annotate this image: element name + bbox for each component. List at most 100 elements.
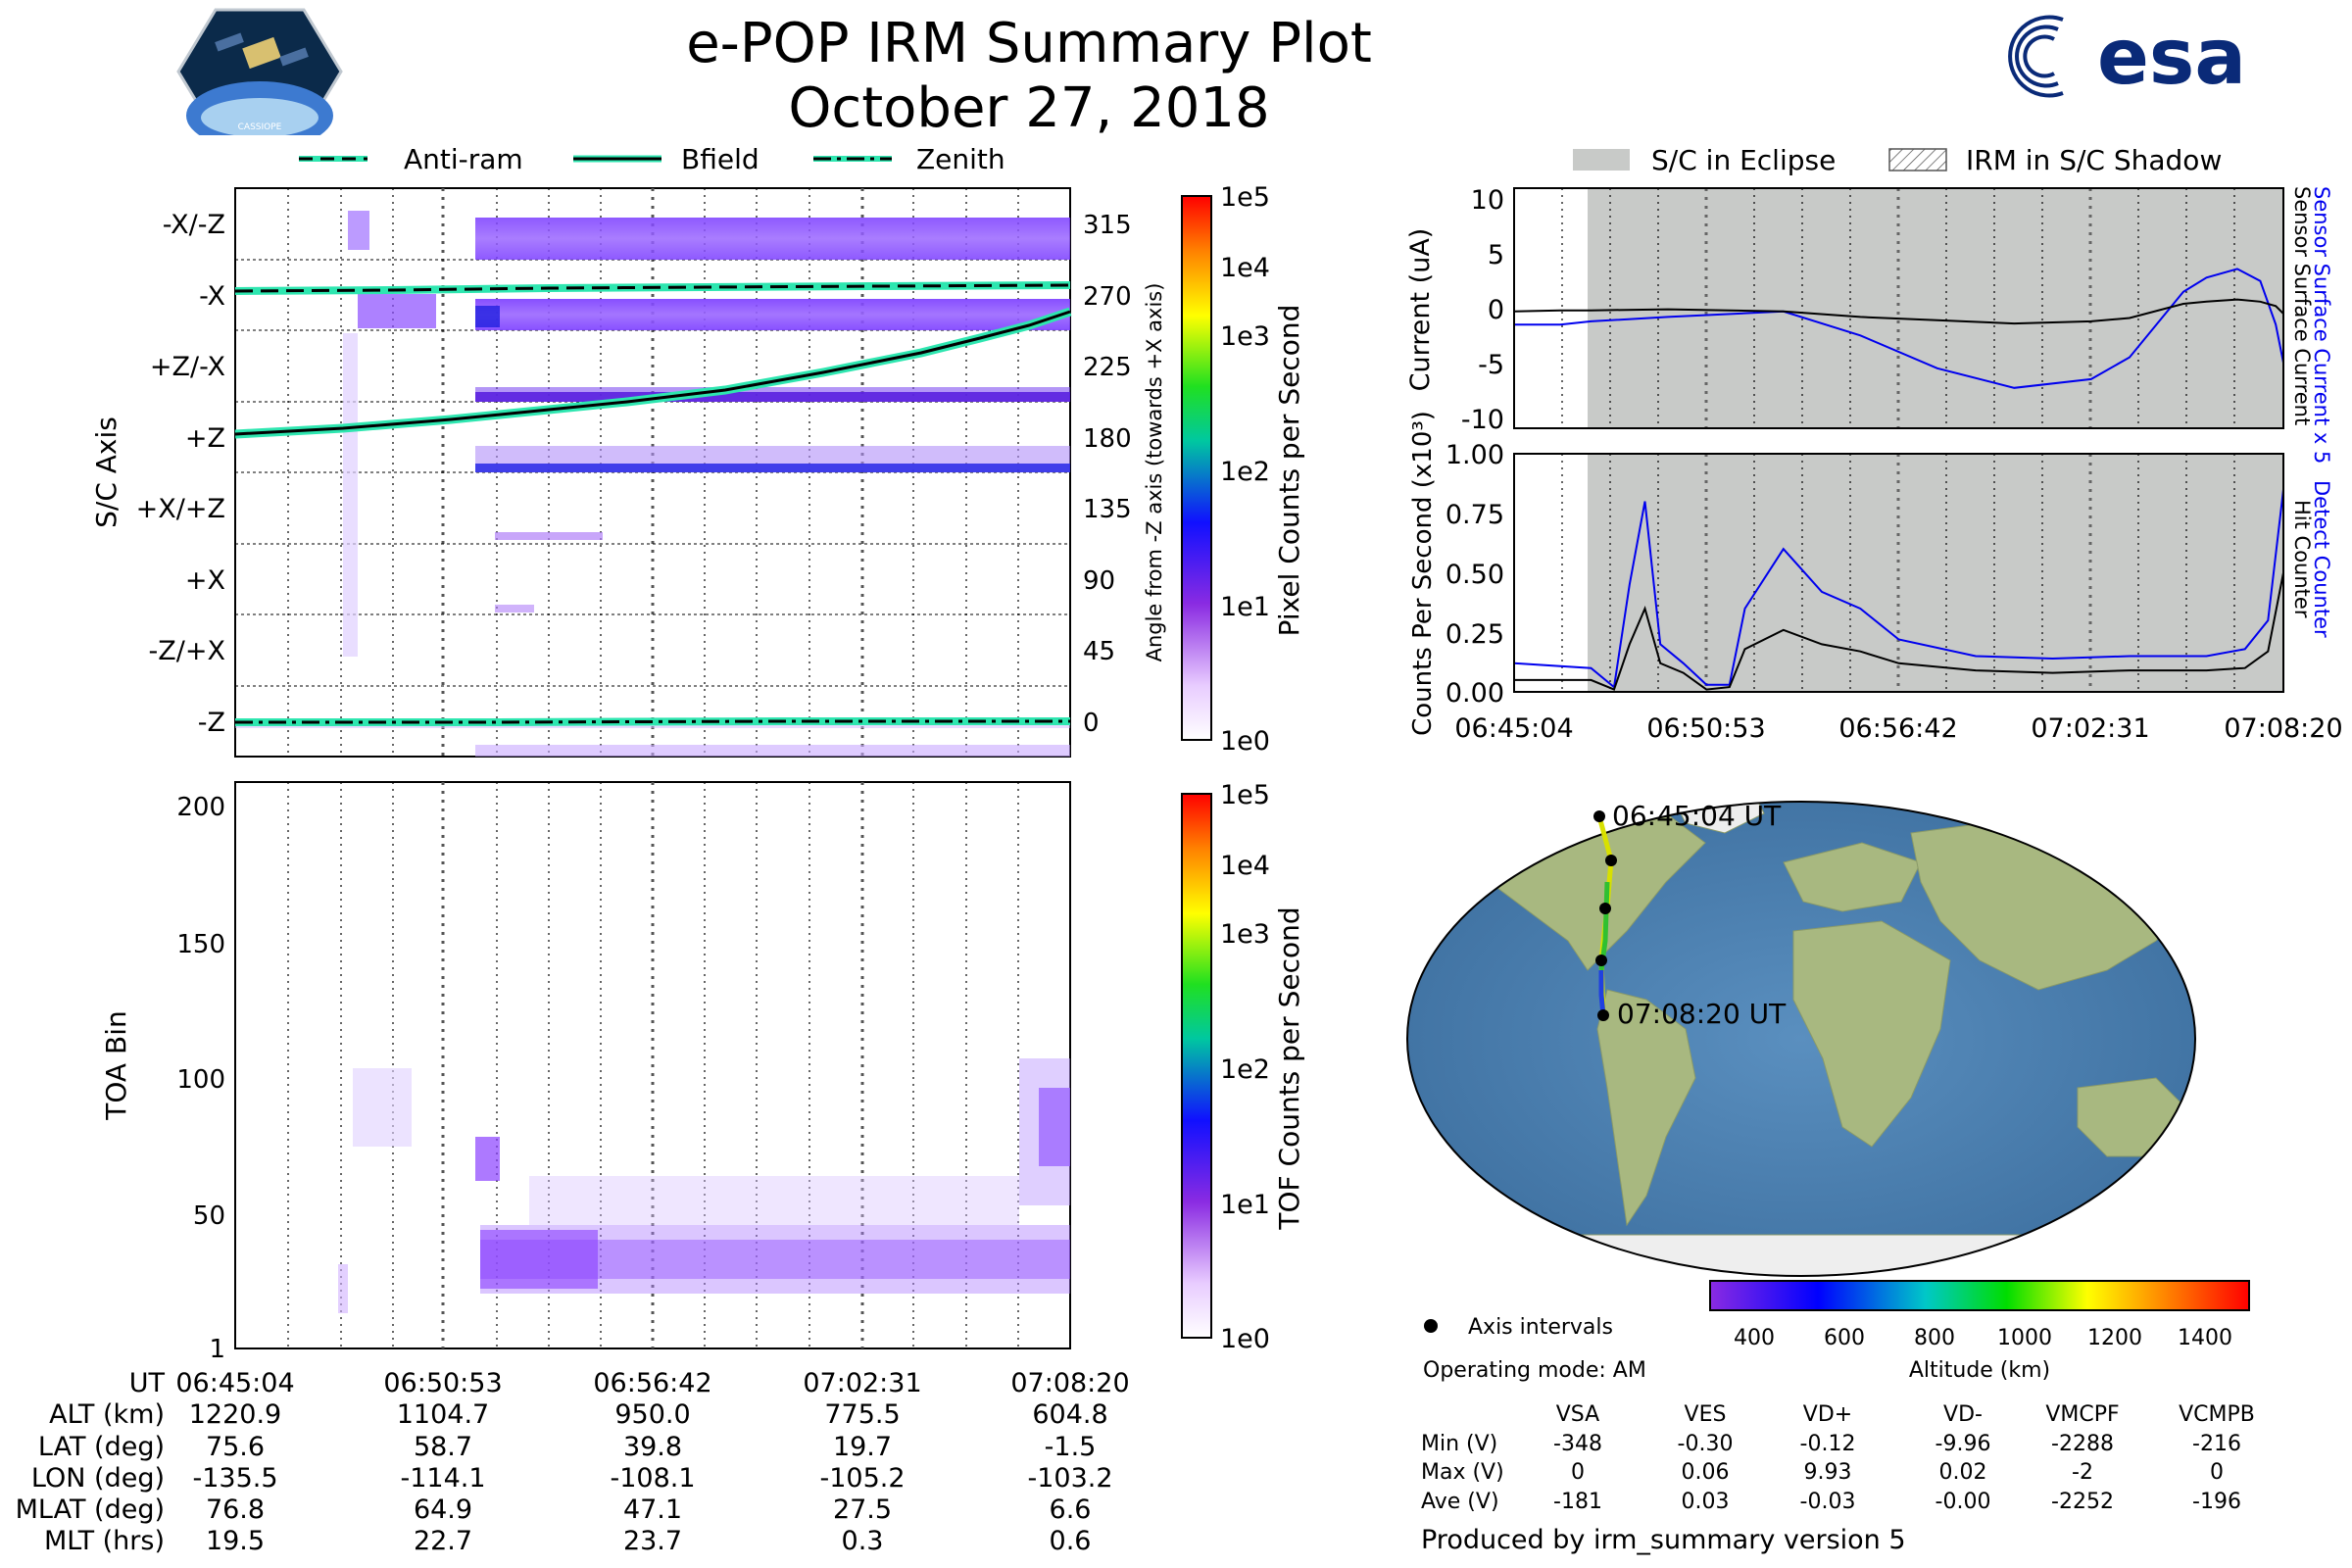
counts-y2label-black: Hit Counter <box>2290 500 2314 618</box>
stats-col: VCMPB <box>2179 1402 2255 1427</box>
toa-ytick: 200 <box>176 793 225 822</box>
row-label: -Z/+X <box>149 636 225 666</box>
altitude-label: Altitude (km) <box>1909 1358 2050 1383</box>
ephem-label: MLT (hrs) <box>44 1526 165 1556</box>
stats-value: -348 <box>1553 1432 1602 1456</box>
series-line-1 <box>1513 298 2284 325</box>
toa-ytick: 100 <box>176 1065 225 1095</box>
cbar-tick: 1e2 <box>1220 457 1270 487</box>
cbar-tick: 1e3 <box>1220 919 1270 950</box>
cassiope-logo: CASSIOPE <box>176 8 343 135</box>
axis-interval-dot <box>1595 955 1607 966</box>
alt-tick: 600 <box>1824 1326 1865 1350</box>
ephem-value: 1104.7 <box>397 1399 489 1430</box>
esa-logo: esa <box>2008 14 2246 102</box>
map-start-label: 06:45:04 UT <box>1612 800 1782 832</box>
series-line-1 <box>1514 572 2284 691</box>
toa-ytick: 150 <box>176 930 225 959</box>
ephem-value: 0.3 <box>842 1526 884 1556</box>
counts-ytick: 0.25 <box>1446 619 1504 650</box>
angle-tick: 90 <box>1083 566 1115 596</box>
plot-title: e-POP IRM Summary Plot <box>686 12 1372 75</box>
cbar-tick: 1e4 <box>1220 851 1270 881</box>
legend-eclipse: S/C in Eclipse <box>1651 144 1836 176</box>
angle-tick: 315 <box>1083 211 1132 240</box>
toa-data <box>338 1058 1070 1313</box>
stats-value: -0.00 <box>1936 1490 1991 1514</box>
counts-xtick: 07:08:20 <box>2224 713 2342 744</box>
stats-value: -2288 <box>2051 1432 2114 1456</box>
stats-value: 9.93 <box>1804 1460 1852 1485</box>
row-label: +Z/-X <box>150 352 225 382</box>
ephem-label: LAT (deg) <box>38 1432 165 1462</box>
row-label: -X <box>199 281 225 312</box>
stats-value: -216 <box>2192 1432 2241 1456</box>
bfield-line <box>234 310 1071 436</box>
stats-value: -196 <box>2192 1490 2241 1514</box>
legend-anti-ram: Anti-ram <box>404 143 523 175</box>
current-ytick: 0 <box>1488 295 1504 325</box>
ephem-value: -103.2 <box>1027 1463 1112 1494</box>
stats-value: 0.06 <box>1682 1460 1730 1485</box>
ephem-value: 22.7 <box>414 1526 472 1556</box>
stats-col: VD+ <box>1803 1402 1852 1427</box>
ephem-label: UT <box>129 1368 166 1398</box>
ephem-value: 19.7 <box>833 1432 892 1462</box>
stats-col: VMCPF <box>2045 1402 2119 1427</box>
current-ytick: -5 <box>1478 350 1504 380</box>
current-ylabel: Current (uA) <box>1405 228 1436 392</box>
cbar-tick: 1e0 <box>1220 1324 1270 1354</box>
cbar-tick: 1e1 <box>1220 592 1270 622</box>
ut-tick: 07:02:31 <box>803 1368 921 1398</box>
legend-shadow: IRM in S/C Shadow <box>1966 144 2222 176</box>
current-y2label-blue: Sensor Surface Current x 5 <box>2310 186 2333 464</box>
ephem-value: -105.2 <box>819 1463 905 1494</box>
cbar-tick: 1e4 <box>1220 253 1270 283</box>
counts-ytick: 0.50 <box>1446 560 1504 590</box>
series-line-0 <box>1513 489 2284 689</box>
axis-interval-dot <box>1597 1009 1609 1021</box>
ut-tick: 06:45:04 <box>175 1368 294 1398</box>
stats-col: VSA <box>1556 1402 1599 1427</box>
counts-ylabel: Counts Per Second (x10³) <box>1408 411 1438 736</box>
south-america <box>1596 989 1696 1227</box>
anti-ram-line <box>234 283 1071 293</box>
ephemeris-table: UT ALT (km) LAT (deg) LON (deg) MLAT (de… <box>16 1368 1130 1556</box>
ephem-value: 6.6 <box>1050 1494 1092 1525</box>
counts-xtick: 06:56:42 <box>1838 713 1957 744</box>
ut-tick: 07:08:20 <box>1010 1368 1129 1398</box>
toa-panel: 200 150 100 50 1 TOA Bin <box>100 781 1071 1364</box>
alt-tick: 800 <box>1914 1326 1955 1350</box>
alt-tick: 1000 <box>1997 1326 2052 1350</box>
cbar-tick: 1e5 <box>1220 182 1270 213</box>
ut-tick: 06:50:53 <box>383 1368 502 1398</box>
stats-value: 0 <box>2210 1460 2224 1485</box>
cbar-tick: 1e1 <box>1220 1190 1270 1220</box>
current-y2label-black: Sensor Surface Current <box>2290 186 2314 425</box>
africa <box>1792 920 1951 1148</box>
stats-row-label: Max (V) <box>1421 1460 1504 1485</box>
row-label: +Z <box>185 423 225 454</box>
stats-value: -2252 <box>2051 1490 2114 1514</box>
tof-colorbar-label: TOF Counts per Second <box>1273 906 1305 1230</box>
tof-colorbar: 1e5 1e4 1e3 1e2 1e1 1e0 TOF Counts per S… <box>1181 780 1305 1354</box>
stats-value: -2 <box>2072 1460 2093 1485</box>
ephem-value: -135.5 <box>192 1463 277 1494</box>
legend-bfield: Bfield <box>681 143 760 175</box>
toa-ylabel: TOA Bin <box>100 1010 132 1120</box>
logo-left-text: CASSIOPE <box>238 122 282 132</box>
ut-tick: 06:56:42 <box>593 1368 711 1398</box>
current-ytick: -10 <box>1461 405 1504 435</box>
ephem-value: 27.5 <box>833 1494 892 1525</box>
zenith-line <box>235 719 1070 724</box>
ephem-value: 64.9 <box>414 1494 472 1525</box>
ephem-value: 775.5 <box>824 1399 900 1430</box>
europe <box>1783 842 1922 912</box>
stats-value: -9.96 <box>1936 1432 1991 1456</box>
legend-zenith: Zenith <box>916 143 1005 175</box>
counts-ytick: 0.00 <box>1446 678 1504 709</box>
toa-ytick: 1 <box>209 1335 225 1364</box>
counts-ytick: 0.75 <box>1446 500 1504 530</box>
counts-series <box>1513 489 2284 691</box>
